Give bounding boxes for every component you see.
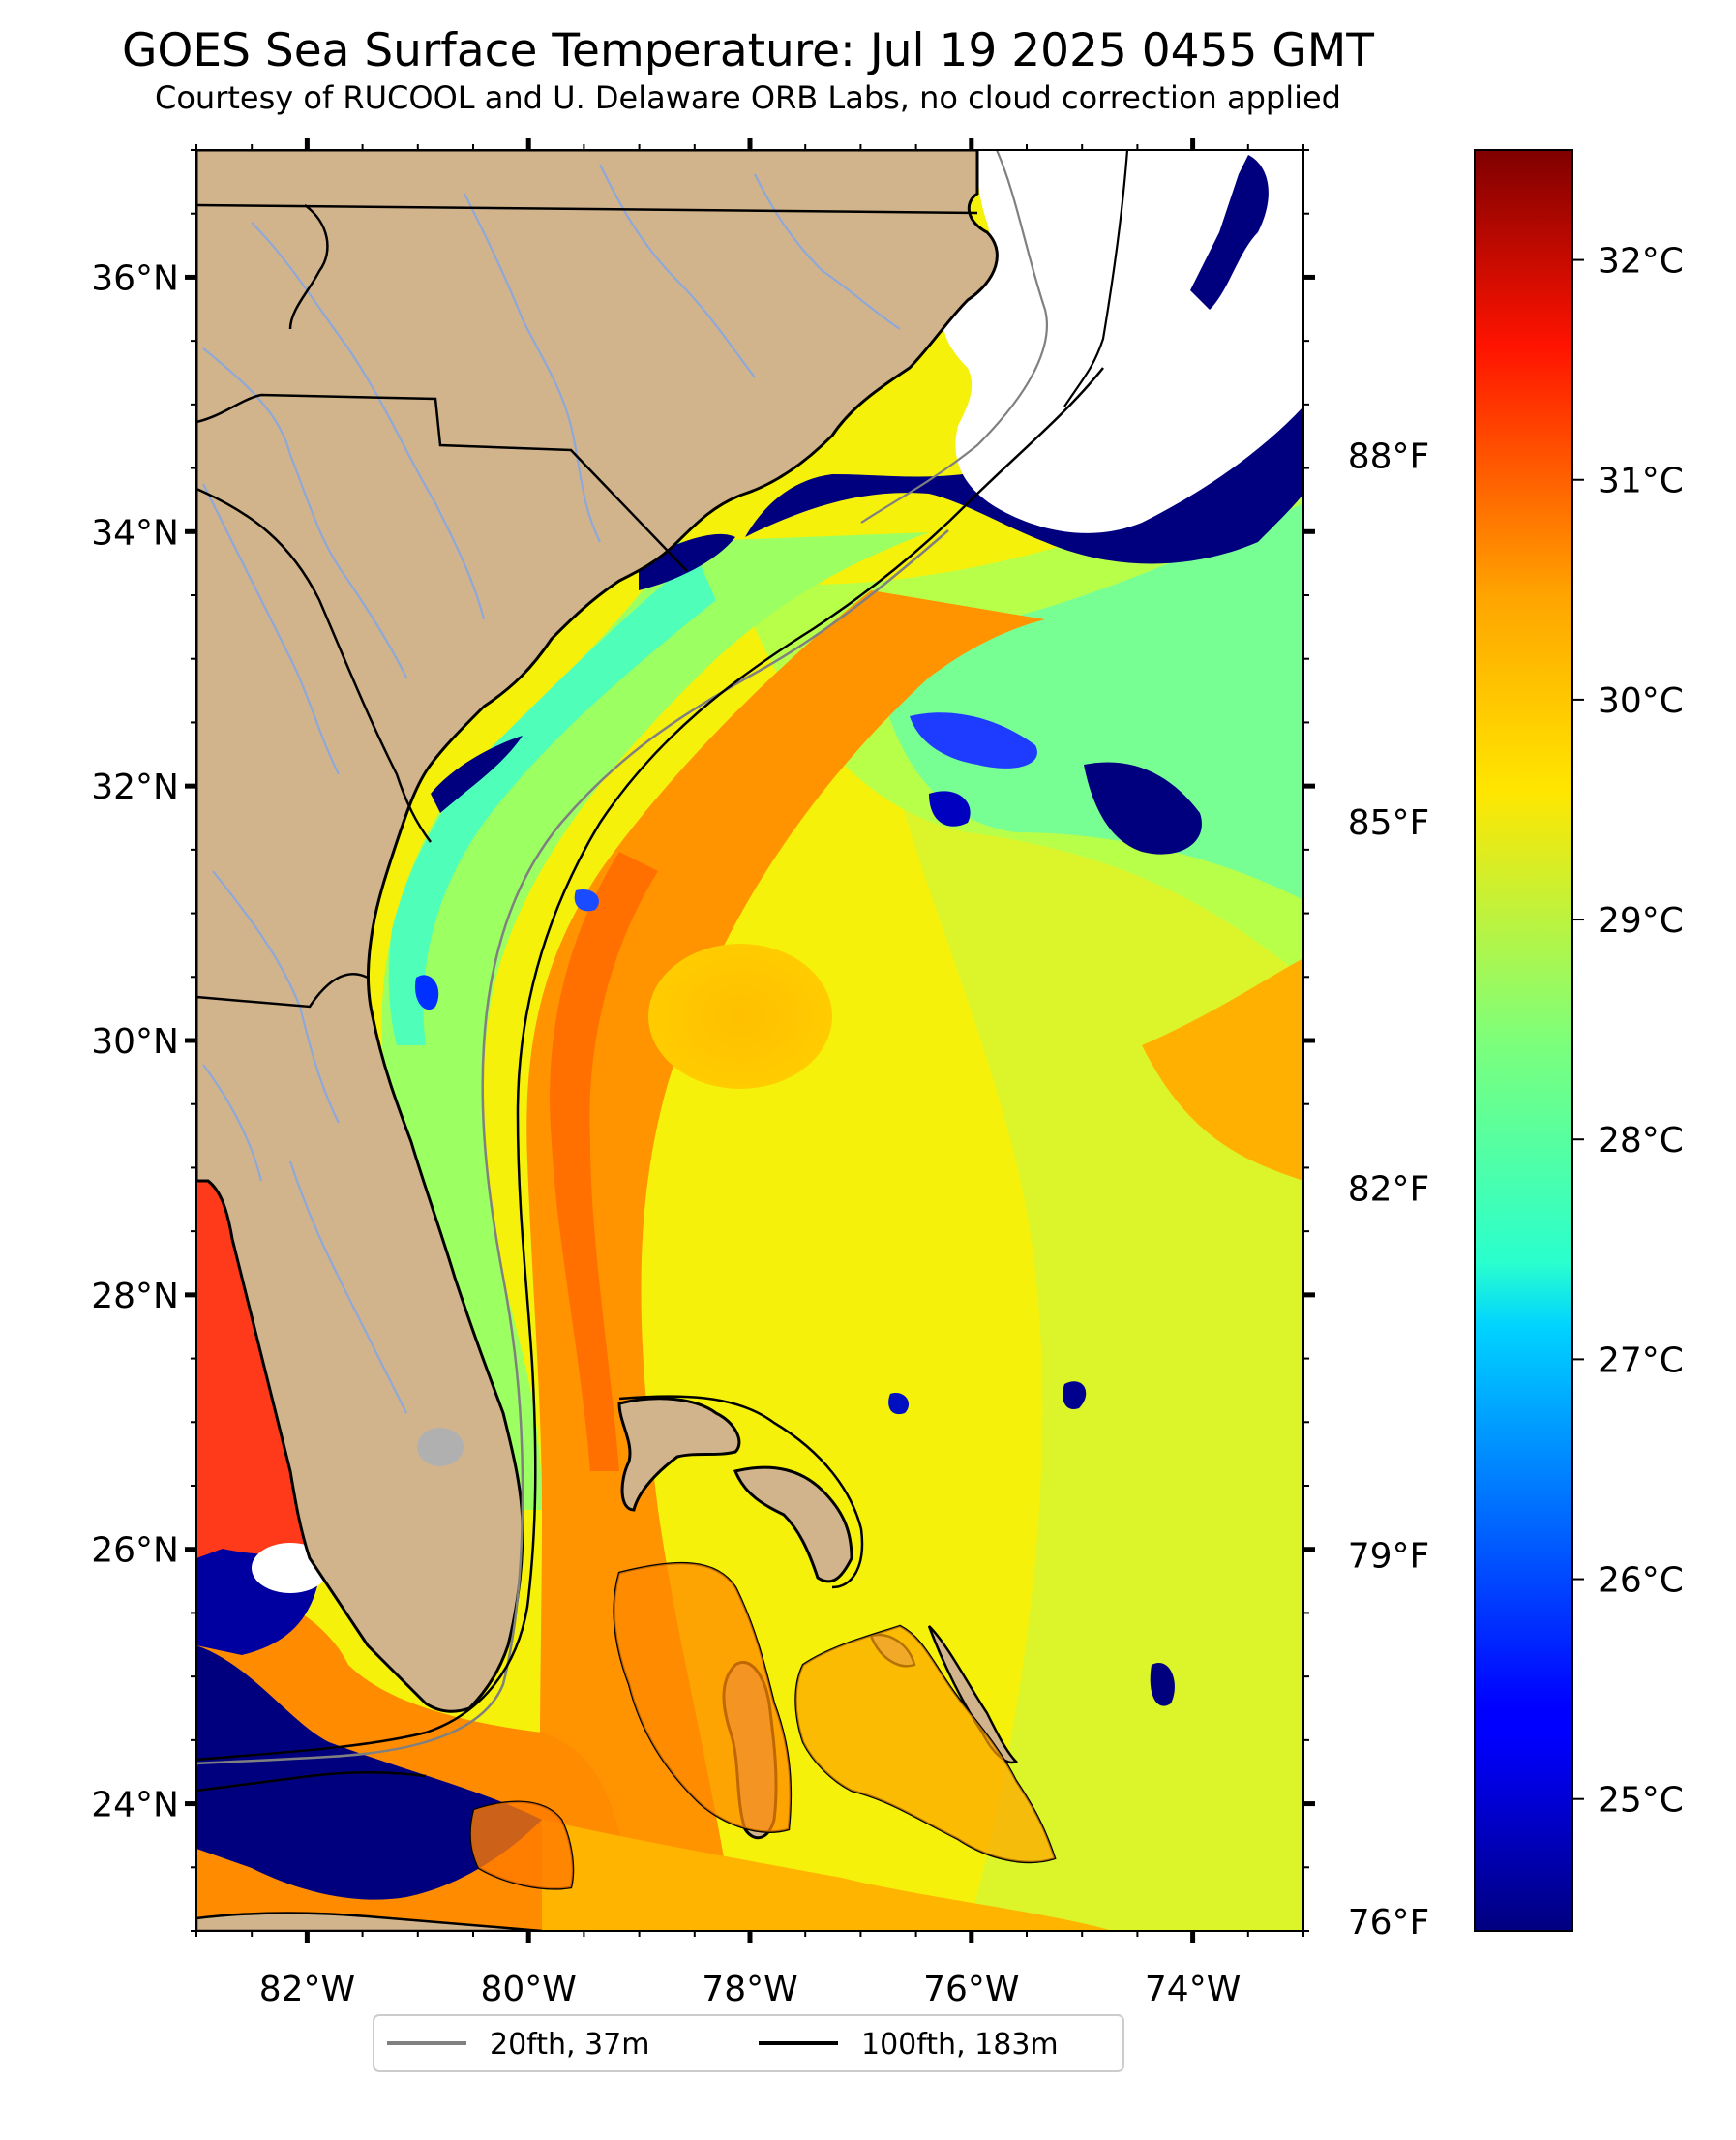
- sst-region-warm-east: [1142, 958, 1303, 1181]
- latitude-labels: 24°N 26°N 28°N 30°N 32°N 34°N 36°N: [91, 258, 179, 1824]
- celsius-label: 29°C: [1598, 901, 1684, 941]
- lat-label: 34°N: [91, 513, 179, 553]
- lon-label: 80°W: [480, 1970, 576, 2009]
- colorbar-ticks: 25°C 26°C 27°C 28°C 29°C 30°C 31°C 32°C: [1572, 242, 1684, 1821]
- warm-eddy: [648, 944, 832, 1089]
- cold-strip-ga: [431, 736, 523, 813]
- lat-label: 32°N: [91, 768, 179, 807]
- map-subtitle: Courtesy of RUCOOL and U. Delaware ORB L…: [155, 79, 1341, 116]
- land-abaco: [733, 1465, 853, 1583]
- sst-region-cool-offshore: [871, 503, 1303, 900]
- great-bahama-bank-west: [614, 1563, 791, 1832]
- land-cat-island: [927, 1625, 1019, 1764]
- fahrenheit-labels: 76°F 79°F 82°F 85°F 88°F: [1348, 437, 1430, 1943]
- lat-label: 30°N: [91, 1022, 179, 1062]
- legend-label-20fth: 20fth, 37m: [490, 2028, 649, 2062]
- cool-patch-8: [574, 889, 599, 912]
- celsius-label: 28°C: [1598, 1121, 1684, 1160]
- celsius-label: 30°C: [1598, 681, 1684, 721]
- lon-label: 82°W: [259, 1970, 355, 2009]
- celsius-label: 27°C: [1598, 1341, 1684, 1380]
- celsius-label: 26°C: [1598, 1561, 1684, 1601]
- great-bahama-bank-east: [795, 1626, 1055, 1862]
- lon-label: 74°W: [1145, 1970, 1241, 2009]
- lon-label: 76°W: [923, 1970, 1019, 2009]
- state-borders: [196, 203, 978, 1009]
- lon-label: 78°W: [702, 1970, 797, 2009]
- legend-label-100fth: 100fth, 183m: [861, 2028, 1059, 2062]
- colorbar: [1474, 149, 1573, 1932]
- celsius-label: 32°C: [1598, 242, 1684, 282]
- fahrenheit-label: 88°F: [1348, 437, 1430, 477]
- cool-patch-5: [1063, 1381, 1087, 1409]
- sst-region-south-warm: [542, 1820, 1113, 1931]
- lat-label: 36°N: [91, 258, 179, 298]
- cold-strip-sc: [639, 533, 735, 590]
- land-grand-bahama: [617, 1397, 741, 1512]
- cool-patch-6: [888, 1393, 910, 1415]
- gulf-stream-hot-edge: [550, 852, 658, 1471]
- contour-20fth-north: [860, 150, 1048, 524]
- contour-100fth: [196, 367, 1104, 1762]
- sst-map: [196, 150, 1303, 1931]
- florida-keys-line: [196, 1771, 427, 1793]
- cool-patch-7: [415, 975, 439, 1010]
- map-title: GOES Sea Surface Temperature: Jul 19 202…: [122, 24, 1374, 77]
- lat-label: 26°N: [91, 1531, 179, 1571]
- celsius-label: 31°C: [1598, 462, 1684, 501]
- cool-patch-1: [910, 712, 1037, 769]
- sst-cold-fringe: [1190, 155, 1269, 310]
- axis-ticks: [185, 138, 1315, 1943]
- lake-okeechobee: [417, 1428, 464, 1466]
- lat-label: 24°N: [91, 1786, 179, 1825]
- longitude-labels: 82°W 80°W 78°W 76°W 74°W: [259, 1970, 1242, 2009]
- land-cuba: [196, 1912, 543, 1931]
- lat-label: 28°N: [91, 1277, 179, 1316]
- fahrenheit-label: 82°F: [1348, 1170, 1430, 1210]
- fahrenheit-label: 85°F: [1348, 803, 1430, 843]
- cay-sal-bank: [470, 1801, 573, 1889]
- cool-patch-2: [1084, 762, 1202, 855]
- legend-box: [373, 2014, 1124, 2072]
- cool-patch-4: [1150, 1663, 1175, 1706]
- cool-patch-3: [929, 791, 971, 827]
- fahrenheit-label: 79°F: [1348, 1536, 1430, 1576]
- land-us-southeast: [196, 150, 999, 1713]
- fahrenheit-label: 76°F: [1348, 1903, 1430, 1943]
- legend: 20fth, 37m 100fth, 183m: [373, 2014, 1124, 2072]
- celsius-label: 25°C: [1598, 1781, 1684, 1821]
- contour-20fth: [196, 529, 949, 1765]
- contour-100fth-north: [1063, 150, 1129, 407]
